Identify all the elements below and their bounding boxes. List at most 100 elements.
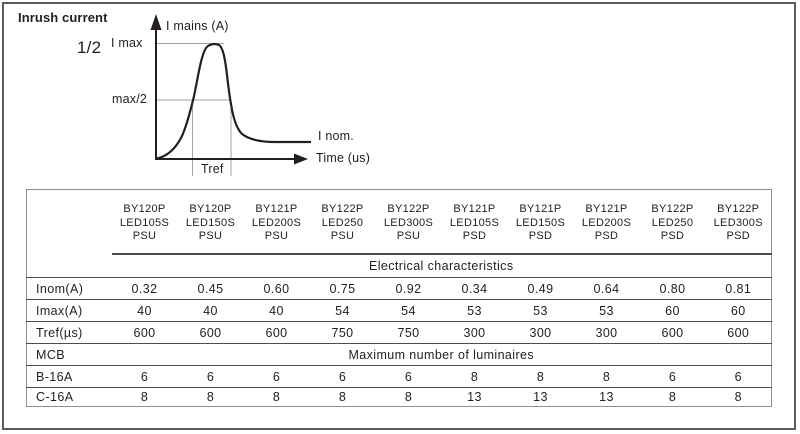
- led-type: LED200S: [251, 216, 302, 229]
- row-label: Tref(µs): [26, 321, 112, 344]
- electrical-characteristics-table: BY120P LED105S PSU BY120P LED150S PSU BY121P…: [26, 189, 772, 407]
- imax-label: I max: [111, 36, 143, 50]
- model-name: BY121P: [519, 203, 562, 215]
- column-header: BY121P LED150S PSD: [507, 189, 574, 255]
- cell: 53: [507, 299, 574, 322]
- column-header: BY121P LED200S PSU: [243, 189, 310, 255]
- cell: 600: [705, 321, 772, 344]
- cell: 600: [111, 321, 178, 344]
- cell: 600: [177, 321, 244, 344]
- cell: 0.75: [309, 277, 376, 300]
- column-header: BY122P LED300S PSU: [375, 189, 442, 255]
- cell: 60: [639, 299, 706, 322]
- cell: 750: [309, 321, 376, 344]
- cell: 40: [177, 299, 244, 322]
- half-max-label: max/2: [112, 92, 148, 106]
- cell: 8: [734, 390, 742, 404]
- cell: 750: [375, 321, 442, 344]
- cell: 0.49: [507, 277, 574, 300]
- led-type: LED250: [651, 216, 694, 229]
- inrush-current-graph: Inrush current 1/2 I mains (A) I max max…: [0, 0, 800, 186]
- cell: 40: [111, 299, 178, 322]
- column-header: BY122P LED250 PSD: [639, 189, 706, 255]
- cell: 0.60: [243, 277, 310, 300]
- cell: 600: [243, 321, 310, 344]
- cell: 8: [206, 390, 215, 404]
- cell: 6: [639, 365, 706, 388]
- cell: 6: [705, 365, 772, 388]
- cell: 0.45: [177, 277, 244, 300]
- model-name: BY121P: [453, 203, 496, 215]
- table-row-inom: Inom(A) 0.32 0.45 0.60 0.75 0.92 0.34 0.…: [26, 277, 772, 300]
- cell: 54: [309, 299, 376, 322]
- driver-type: PSD: [726, 230, 751, 242]
- row-label: B-16A: [26, 365, 112, 388]
- cell: 6: [177, 365, 244, 388]
- column-header: BY120P LED150S PSU: [177, 189, 244, 255]
- model-name: BY122P: [321, 203, 364, 215]
- cell: 600: [639, 321, 706, 344]
- table-row-c16a: C-16A 8 8 8 8 8 13 13 13 8 8: [27, 388, 772, 407]
- inrush-current-curve: [156, 42, 311, 160]
- mcb-label: MCB: [26, 343, 112, 366]
- row-label-cell: [26, 253, 112, 278]
- driver-type: PSU: [396, 230, 421, 242]
- cell: 53: [441, 299, 508, 322]
- led-type: LED150S: [515, 216, 566, 229]
- driver-type: PSU: [198, 230, 223, 242]
- model-name: BY122P: [717, 203, 760, 215]
- column-header: BY120P LED105S PSU: [111, 189, 178, 255]
- driver-type: PSD: [528, 230, 553, 242]
- model-name: BY121P: [255, 203, 298, 215]
- led-type: LED105S: [119, 216, 170, 229]
- cell: 13: [533, 390, 548, 404]
- led-type: LED300S: [713, 216, 763, 229]
- driver-type: PSD: [594, 230, 619, 242]
- cell: 8: [404, 390, 413, 404]
- table-row-b16a: B-16A 6 6 6 6 6 8 8 8 6 6: [26, 365, 772, 388]
- column-header: BY121P LED200S PSD: [573, 189, 640, 255]
- cell: 300: [573, 321, 640, 344]
- cell: 13: [467, 390, 482, 404]
- model-name: BY122P: [651, 203, 694, 215]
- model-name: BY121P: [585, 203, 628, 215]
- y-axis-label: I mains (A): [166, 19, 229, 33]
- row-label: Inom(A): [26, 277, 112, 300]
- cell: 8: [441, 365, 508, 388]
- cell: 0.34: [441, 277, 508, 300]
- cell: 13: [599, 390, 614, 404]
- figure-border: [2, 2, 796, 430]
- cell: 8: [573, 365, 640, 388]
- section-row-electrical: Electrical characteristics: [26, 253, 772, 278]
- led-type: LED300S: [383, 216, 434, 229]
- cell: 60: [705, 299, 772, 322]
- cell: 8: [338, 390, 347, 404]
- x-axis-label: Time (us): [316, 151, 371, 165]
- cell: 300: [507, 321, 574, 344]
- section-title: Maximum number of luminaires: [111, 343, 772, 366]
- led-type: LED150S: [185, 216, 236, 229]
- page-indicator: 1/2: [77, 38, 102, 57]
- cell: 6: [375, 365, 442, 388]
- cell: 8: [140, 390, 149, 404]
- cell: 0.64: [573, 277, 640, 300]
- table-header-row: BY120P LED105S PSU BY120P LED150S PSU BY121P…: [27, 189, 772, 255]
- model-name: BY122P: [387, 203, 430, 215]
- inom-label: I nom.: [318, 129, 354, 143]
- cell: 53: [573, 299, 640, 322]
- column-header: BY121P LED105S PSD: [441, 189, 508, 255]
- led-type: LED250: [321, 216, 364, 229]
- x-axis-arrow-icon: [294, 153, 308, 165]
- row-label: C-16A: [36, 390, 74, 404]
- cell: 8: [668, 390, 677, 404]
- corner-cell: [27, 190, 112, 254]
- driver-type: PSU: [330, 230, 355, 242]
- cell: 0.81: [705, 277, 772, 300]
- table-row-tref: Tref(µs) 600 600 600 750 750 300 300 300…: [26, 321, 772, 344]
- column-header: BY122P LED300S PSD: [705, 189, 772, 255]
- driver-type: PSD: [462, 230, 487, 242]
- cell: 0.92: [375, 277, 442, 300]
- y-axis-arrow-icon: [150, 14, 162, 30]
- cell: 6: [111, 365, 178, 388]
